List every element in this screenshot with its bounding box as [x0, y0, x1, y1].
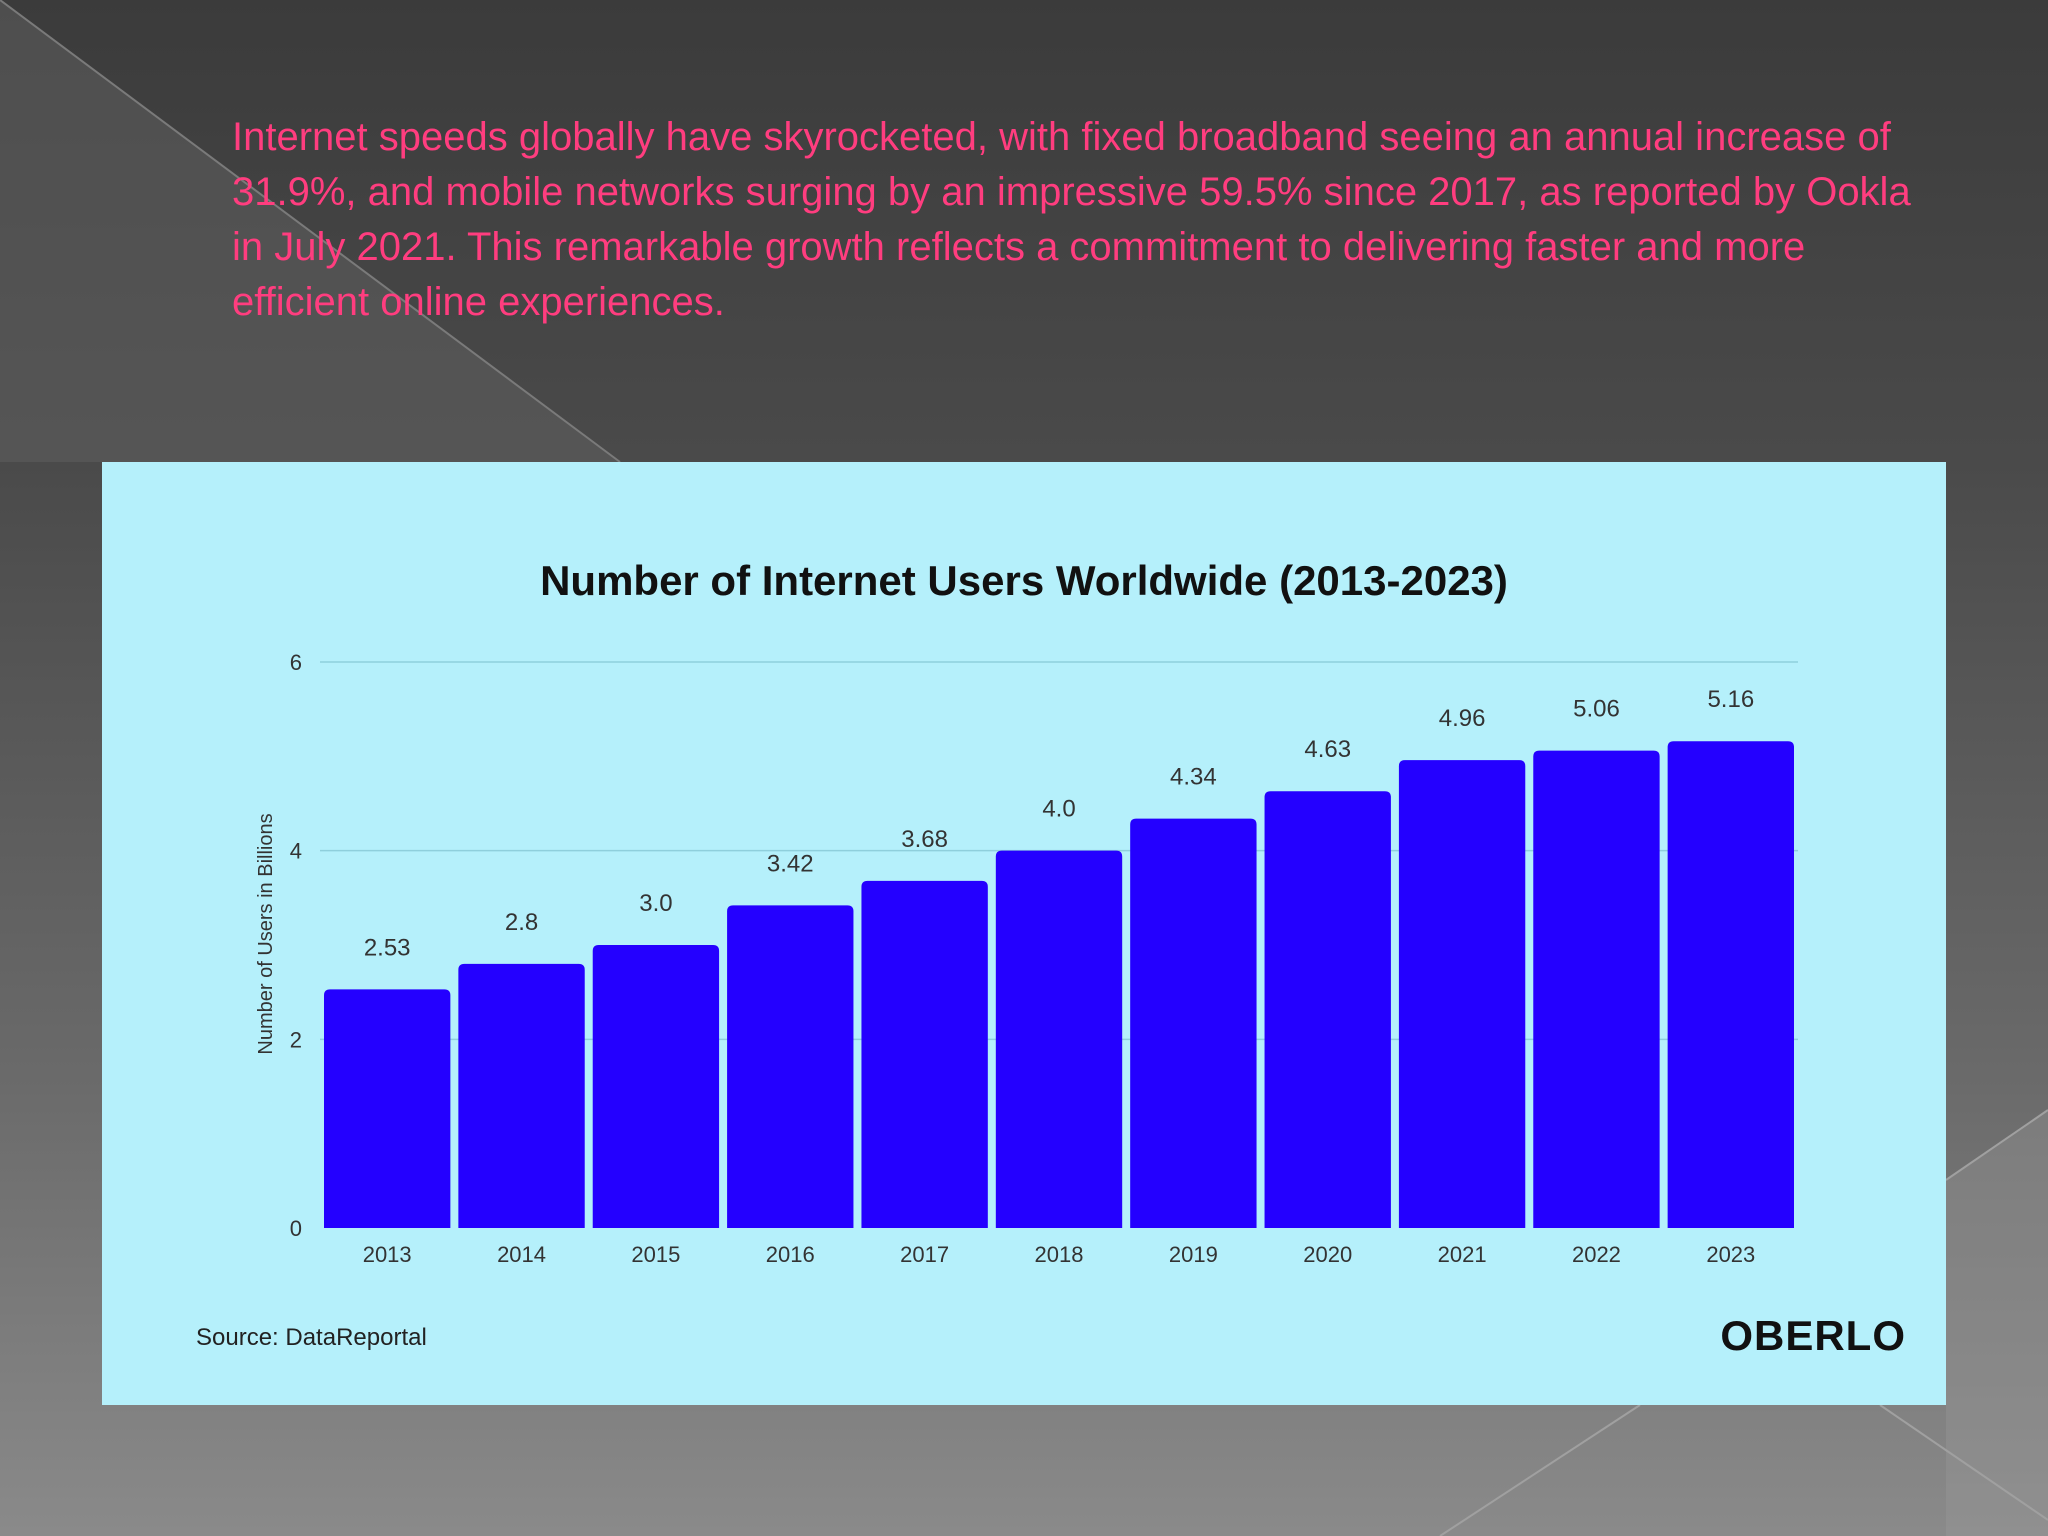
- chart-panel: Number of Internet Users Worldwide (2013…: [102, 462, 1946, 1405]
- data-label-2023: 5.16: [1707, 686, 1754, 713]
- chart-title: Number of Internet Users Worldwide (2013…: [540, 557, 1508, 604]
- x-tick-label-2020: 2020: [1303, 1242, 1352, 1267]
- x-tick-label-2023: 2023: [1706, 1242, 1755, 1267]
- y-tick-label: 6: [290, 650, 302, 675]
- bar-2014: [458, 963, 585, 1228]
- bar-2016: [727, 905, 854, 1228]
- y-tick-label: 2: [290, 1027, 302, 1052]
- y-tick-label: 4: [290, 839, 302, 864]
- bar-2018: [995, 850, 1123, 1228]
- data-label-2017: 3.68: [901, 826, 948, 853]
- bar-2017: [861, 880, 988, 1228]
- bar-2020: [1264, 791, 1391, 1228]
- x-axis: 2013 2014 2015 2016 2017 2018 2019 2020 2021 2022…: [363, 1242, 1756, 1267]
- y-axis-label: Number of Users in Billions: [255, 813, 277, 1054]
- data-label-2013: 2.53: [364, 934, 411, 961]
- bar-2015: [592, 945, 720, 1228]
- data-label-2019: 4.34: [1170, 764, 1217, 791]
- x-tick-label-2018: 2018: [1035, 1242, 1084, 1267]
- source-note: Source: DataReportal: [196, 1324, 427, 1351]
- data-label-2015: 3.0: [639, 890, 672, 917]
- bar-2023: [1667, 741, 1794, 1228]
- x-tick-label-2014: 2014: [497, 1242, 546, 1267]
- data-label-2020: 4.63: [1304, 736, 1351, 763]
- bar-2022: [1533, 750, 1660, 1228]
- x-tick-label-2017: 2017: [900, 1242, 949, 1267]
- data-label-2016: 3.42: [767, 850, 814, 877]
- data-labels: 2.53 2.8 3.0 3.42 3.68 4.0 4.34 4.63 4.96 5.06 5.1…: [364, 686, 1754, 961]
- x-tick-label-2016: 2016: [766, 1242, 815, 1267]
- x-tick-label-2013: 2013: [363, 1242, 412, 1267]
- slide-body-text: Internet speeds globally have skyrockete…: [232, 115, 1911, 324]
- y-axis: 0 2 4 6: [290, 650, 302, 1241]
- x-tick-label-2019: 2019: [1169, 1242, 1218, 1267]
- data-label-2018: 4.0: [1042, 796, 1075, 823]
- data-label-2022: 5.06: [1573, 696, 1620, 723]
- x-tick-label-2022: 2022: [1572, 1242, 1621, 1267]
- y-tick-label: 0: [290, 1216, 302, 1241]
- data-label-2014: 2.8: [505, 909, 538, 936]
- oberlo-logo: OBERLO: [1720, 1312, 1906, 1359]
- bar-2019: [1130, 818, 1257, 1228]
- x-tick-label-2015: 2015: [631, 1242, 680, 1267]
- bar-2013: [324, 989, 451, 1228]
- data-label-2021: 4.96: [1439, 705, 1486, 732]
- bars: [324, 741, 1794, 1228]
- bar-2021: [1398, 760, 1526, 1228]
- x-tick-label-2021: 2021: [1438, 1242, 1487, 1267]
- bar-chart: Number of Internet Users Worldwide (2013…: [255, 557, 1798, 1267]
